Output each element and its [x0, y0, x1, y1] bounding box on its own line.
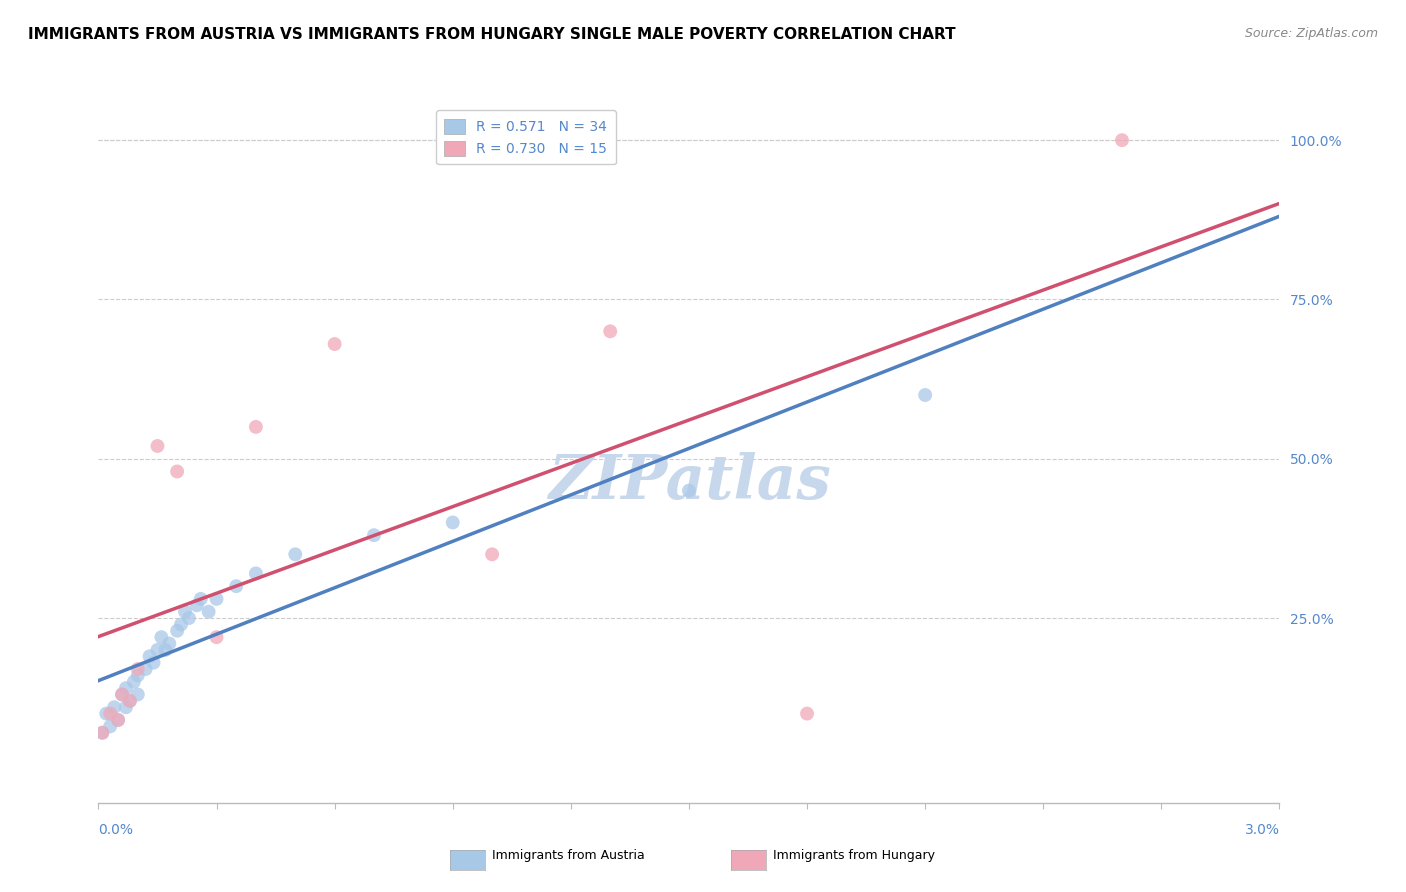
Point	[245, 566, 267, 581]
Point	[118, 694, 141, 708]
Point	[91, 725, 114, 739]
Point	[135, 662, 157, 676]
Point	[127, 688, 149, 702]
Point	[678, 483, 700, 498]
Text: Immigrants from Hungary: Immigrants from Hungary	[773, 849, 935, 862]
Point	[177, 611, 200, 625]
Point	[91, 725, 114, 739]
Point	[107, 713, 129, 727]
Point	[190, 591, 212, 606]
Point	[284, 547, 307, 561]
Point	[115, 700, 138, 714]
Point	[111, 688, 134, 702]
Text: ZIPatlas: ZIPatlas	[547, 451, 831, 512]
Point	[122, 674, 145, 689]
Legend: R = 0.571   N = 34, R = 0.730   N = 15: R = 0.571 N = 34, R = 0.730 N = 15	[436, 111, 616, 164]
Point	[245, 420, 267, 434]
Point	[197, 605, 219, 619]
Point	[150, 630, 173, 644]
Point	[186, 599, 208, 613]
Point	[107, 713, 129, 727]
Point	[205, 630, 228, 644]
Point	[170, 617, 193, 632]
Point	[166, 624, 188, 638]
Point	[363, 528, 385, 542]
Point	[155, 643, 177, 657]
Point	[146, 439, 169, 453]
Point	[796, 706, 818, 721]
Point	[118, 694, 141, 708]
Text: IMMIGRANTS FROM AUSTRIA VS IMMIGRANTS FROM HUNGARY SINGLE MALE POVERTY CORRELATI: IMMIGRANTS FROM AUSTRIA VS IMMIGRANTS FR…	[28, 27, 956, 42]
Point	[157, 636, 180, 650]
Point	[914, 388, 936, 402]
Text: Source: ZipAtlas.com: Source: ZipAtlas.com	[1244, 27, 1378, 40]
Point	[98, 706, 121, 721]
Text: 0.0%: 0.0%	[98, 823, 134, 837]
Point	[96, 706, 118, 721]
Point	[103, 700, 125, 714]
Point	[146, 643, 169, 657]
Point	[481, 547, 503, 561]
Point	[142, 656, 165, 670]
Point	[225, 579, 247, 593]
Point	[599, 324, 621, 338]
Point	[323, 337, 346, 351]
Point	[441, 516, 464, 530]
Point	[205, 591, 228, 606]
Point	[166, 465, 188, 479]
Text: 3.0%: 3.0%	[1244, 823, 1279, 837]
Text: Immigrants from Austria: Immigrants from Austria	[492, 849, 645, 862]
Point	[115, 681, 138, 695]
Point	[98, 719, 121, 733]
Point	[174, 605, 197, 619]
Point	[127, 662, 149, 676]
Point	[127, 668, 149, 682]
Point	[1111, 133, 1133, 147]
Point	[111, 688, 134, 702]
Point	[138, 649, 160, 664]
